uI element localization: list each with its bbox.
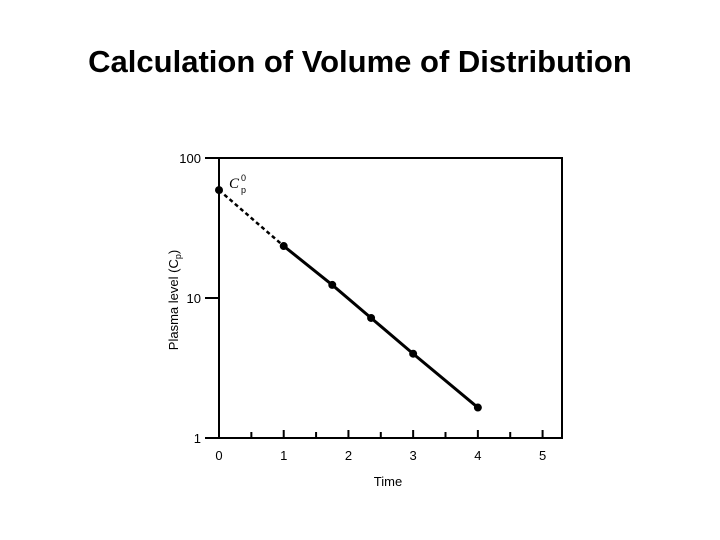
data-point bbox=[409, 349, 418, 358]
cp0-annotation-sup: 0 bbox=[241, 173, 246, 183]
y-axis-label: Plasma level (Cp) bbox=[166, 250, 183, 350]
y-tick-label: 100 bbox=[179, 151, 201, 166]
data-point bbox=[367, 313, 376, 322]
cp0-annotation-sub: p bbox=[241, 185, 246, 195]
x-tick-label: 3 bbox=[410, 448, 417, 463]
y-axis-ticks: 1 10 100 bbox=[179, 151, 219, 446]
x-tick-label: 5 bbox=[539, 448, 546, 463]
x-axis-ticks: 0 1 2 3 4 5 bbox=[215, 430, 546, 463]
data-points bbox=[215, 186, 482, 412]
x-tick-label: 2 bbox=[345, 448, 352, 463]
plot-frame bbox=[218, 157, 563, 439]
series-line bbox=[282, 244, 479, 409]
x-tick-label: 1 bbox=[280, 448, 287, 463]
cp0-annotation: C bbox=[229, 176, 240, 192]
data-point bbox=[279, 242, 288, 251]
extrapolation-line bbox=[218, 189, 285, 247]
x-tick-label: 4 bbox=[474, 448, 481, 463]
x-axis-label: Time bbox=[374, 474, 402, 489]
data-point bbox=[473, 403, 482, 412]
y-tick-label: 10 bbox=[187, 291, 201, 306]
data-point bbox=[215, 186, 223, 195]
data-point bbox=[328, 280, 337, 289]
x-tick-label: 0 bbox=[215, 448, 222, 463]
y-tick-label: 1 bbox=[194, 431, 201, 446]
slide-title: Calculation of Volume of Distribution bbox=[88, 44, 632, 79]
